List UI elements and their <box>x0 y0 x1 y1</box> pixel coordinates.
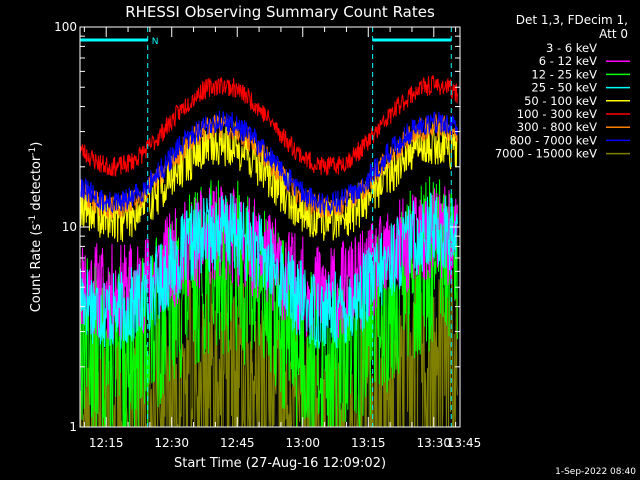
x-tick-label: 13:45 <box>447 436 482 450</box>
x-tick-label: 12:45 <box>220 436 255 450</box>
series-line <box>79 110 458 215</box>
x-tick-label: 13:15 <box>351 436 386 450</box>
y-label-part3: ) <box>29 142 44 147</box>
night-label: N <box>152 37 159 47</box>
legend-label: 6 - 12 keV <box>539 54 597 68</box>
legend-header-line2: Att 0 <box>599 27 628 41</box>
y-axis-ticks: 1 10 100 <box>54 20 460 434</box>
legend-label: 50 - 100 keV <box>524 94 597 108</box>
series-layer <box>79 74 458 429</box>
series-line <box>79 268 458 429</box>
chart-title: RHESSI Observing Summary Count Rates <box>125 3 435 21</box>
y-label-part1: Count Rate (s <box>29 224 44 313</box>
x-tick-label: 13:30 <box>416 436 451 450</box>
x-tick-label: 12:15 <box>89 436 124 450</box>
y-label-exp2: -1 <box>28 147 38 156</box>
y-tick-label: 1 <box>69 420 77 434</box>
y-tick-label: 10 <box>62 220 77 234</box>
footer-timestamp: 1-Sep-2022 08:40 <box>555 467 636 477</box>
y-label-part2: detector <box>29 155 44 215</box>
x-tick-label: 13:00 <box>285 436 320 450</box>
legend-label: 300 - 800 keV <box>517 120 597 134</box>
series-line <box>79 74 458 177</box>
legend-label: 7000 - 15000 keV <box>495 147 597 161</box>
x-tick-label: 12:30 <box>154 436 189 450</box>
legend-header-line1: Det 1,3, FDecim 1, <box>516 13 628 27</box>
y-tick-label: 100 <box>54 20 77 34</box>
legend-label: 12 - 25 keV <box>531 67 597 81</box>
series-line <box>79 192 458 350</box>
legend-label: 100 - 300 keV <box>517 107 597 121</box>
legend-label: 25 - 50 keV <box>531 81 597 95</box>
legend-label: 800 - 7000 keV <box>509 133 597 147</box>
y-axis-label: Count Rate (s-1 detector-1) <box>28 142 44 313</box>
y-label-exp1: -1 <box>28 215 38 224</box>
legend-label: 3 - 6 keV <box>546 41 597 55</box>
x-axis-label: Start Time (27-Aug-16 12:09:02) <box>174 456 386 471</box>
